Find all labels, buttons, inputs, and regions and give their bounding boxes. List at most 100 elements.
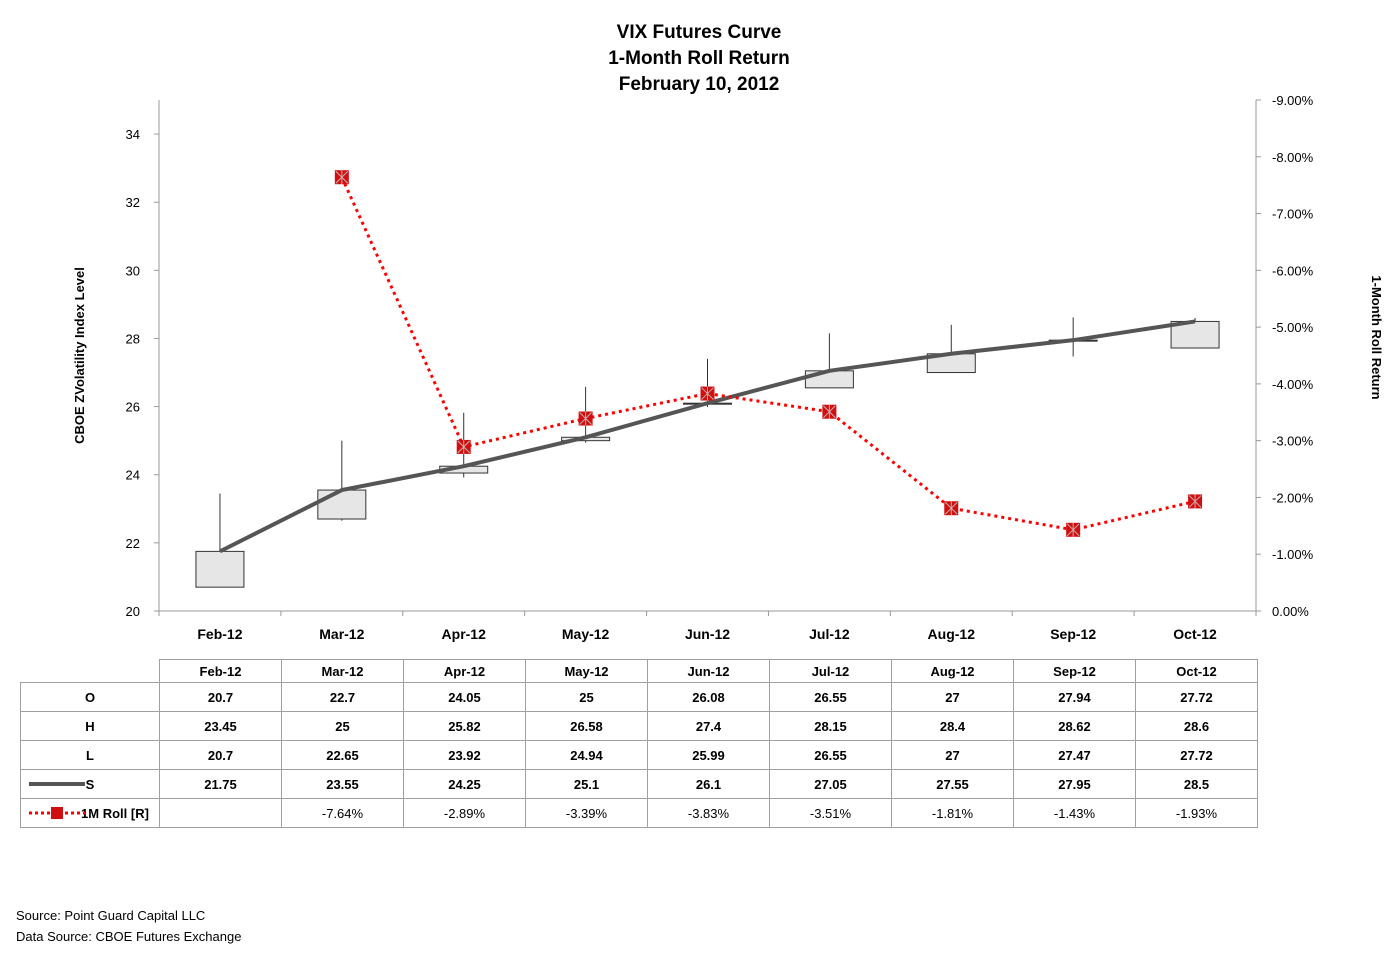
left-tick-label: 22: [126, 536, 140, 551]
table-header-cell: Apr-12: [403, 659, 526, 683]
x-tick-label: Feb-12: [197, 626, 242, 642]
table-cell: 26.55: [769, 682, 892, 712]
data-table: Feb-12 Mar-12 Apr-12 May-12 Jun-12 Jul-1…: [20, 659, 1258, 828]
x-tick-label: Mar-12: [319, 626, 364, 642]
table-header-cell: Jun-12: [647, 659, 770, 683]
table-cell: 27.47: [1013, 740, 1136, 770]
table-cell: 22.65: [281, 740, 404, 770]
table-cell: -1.81%: [891, 798, 1014, 828]
right-tick-label: -5.00%: [1272, 320, 1314, 335]
x-tick-label: Aug-12: [928, 626, 976, 642]
roll-marker-cross: [1066, 522, 1080, 537]
table-row: H 23.45 25 25.82 26.58 27.4 28.15 28.4 28.62 28.6: [20, 711, 1258, 741]
right-tick-label: 0.00%: [1272, 604, 1309, 619]
table-cell: 27: [891, 740, 1014, 770]
table-header-cell: Aug-12: [891, 659, 1014, 683]
right-tick-label: -8.00%: [1272, 150, 1314, 165]
roll-marker-cross: [335, 170, 349, 185]
table-cell: 28.4: [891, 711, 1014, 741]
table-cell: 25.1: [525, 769, 648, 799]
table-row: L 20.7 22.65 23.92 24.94 25.99 26.55 27 27.47 27.…: [20, 740, 1258, 770]
right-tick-label: -7.00%: [1272, 207, 1314, 222]
table-header-cell: Jul-12: [769, 659, 892, 683]
roll-marker-cross: [823, 404, 836, 419]
x-tick-label: Jun-12: [685, 626, 730, 642]
table-cell: 24.25: [403, 769, 526, 799]
table-header-cell: Mar-12: [281, 659, 404, 683]
row-label-text: L: [86, 747, 94, 763]
right-axis-label: 1-Month Roll Return: [1369, 275, 1384, 399]
table-cell: 26.08: [647, 682, 770, 712]
roll-series-line: [340, 176, 1196, 532]
table-cell: 26.55: [769, 740, 892, 770]
table-cell: -3.83%: [647, 798, 770, 828]
x-tick-label: May-12: [562, 626, 610, 642]
chart-title-line: VIX Futures Curve: [617, 22, 782, 43]
table-header-cell: Oct-12: [1135, 659, 1258, 683]
row-label-text: O: [84, 689, 96, 705]
right-tick-label: -6.00%: [1272, 263, 1314, 278]
chart-title-line: February 10, 2012: [619, 74, 780, 95]
table-cell: 26.1: [647, 769, 770, 799]
table-cell: -1.93%: [1135, 798, 1258, 828]
table-cell: -3.39%: [525, 798, 648, 828]
table-row: O 20.7 22.7 24.05 25 26.08 26.55 27 27.94 27.72: [20, 682, 1258, 712]
table-cell: 27.72: [1135, 740, 1258, 770]
table-cell: 21.75: [159, 769, 282, 799]
candle-body: [195, 550, 245, 588]
table-row: S 21.75 23.55 24.25 25.1 26.1 27.05 27.55 27.95 2…: [20, 769, 1258, 799]
table-cell: 27.05: [769, 769, 892, 799]
table-cell: 27.94: [1013, 682, 1136, 712]
table-cell: 27.55: [891, 769, 1014, 799]
table-cell: 28.6: [1135, 711, 1258, 741]
left-tick-label: 24: [126, 468, 140, 483]
x-tick-label: Oct-12: [1173, 626, 1217, 642]
table-cell: -7.64%: [281, 798, 404, 828]
roll-marker-cross: [579, 411, 592, 426]
vix-futures-chart: VIX Futures Curve 1-Month Roll Return Febr…: [72, 22, 1384, 642]
table-cell: 27.95: [1013, 769, 1136, 799]
left-tick-label: 28: [126, 331, 140, 346]
table-cell: 22.7: [281, 682, 404, 712]
data-source-note: Data Source: CBOE Futures Exchange: [16, 929, 242, 944]
table-cell: 25.99: [647, 740, 770, 770]
source-note: Source: Point Guard Capital LLC: [16, 908, 206, 923]
table-cell: -1.43%: [1013, 798, 1136, 828]
table-cell: 25.82: [403, 711, 526, 741]
row-label-text: H: [85, 718, 95, 734]
table-header-cell: May-12: [525, 659, 648, 683]
left-axis-label: CBOE ZVolatility Index Level: [72, 267, 87, 444]
table-cell: 28.5: [1135, 769, 1258, 799]
table-cell: 27.72: [1135, 682, 1258, 712]
candle-body: [317, 489, 367, 520]
x-tick-label: Apr-12: [442, 626, 487, 642]
table-header-row: Feb-12 Mar-12 Apr-12 May-12 Jun-12 Jul-1…: [21, 659, 1258, 683]
left-tick-label: 20: [126, 604, 140, 619]
table-header-cell: Feb-12: [159, 659, 282, 683]
row-label-text: S: [85, 776, 95, 792]
right-tick-label: -2.00%: [1272, 490, 1314, 505]
table-cell: 28.15: [769, 711, 892, 741]
table-row-label: O: [20, 682, 160, 712]
roll-marker-cross: [457, 439, 471, 454]
table-cell: 20.7: [159, 740, 282, 770]
chart-title-line: 1-Month Roll Return: [608, 48, 790, 69]
left-tick-label: 30: [126, 263, 140, 278]
settle-series-line: [219, 319, 1196, 554]
table-cell: 24.94: [525, 740, 648, 770]
table-cell: 25: [525, 682, 648, 712]
settle-legend-key: [29, 782, 85, 786]
table-row: 1M Roll [R] -7.64% -2.89% -3.39% -3.83% -3.51…: [20, 798, 1258, 828]
table-cell: 20.7: [159, 682, 282, 712]
table-row-label: S: [20, 769, 160, 799]
table-cell: [159, 798, 282, 828]
left-tick-label: 26: [126, 400, 140, 415]
table-row-label: 1M Roll [R]: [20, 798, 160, 828]
table-corner: [21, 660, 160, 683]
left-tick-label: 34: [126, 127, 140, 142]
roll-marker-cross: [701, 386, 714, 401]
table-row-label: H: [20, 711, 160, 741]
roll-marker-cross: [1188, 494, 1202, 509]
table-cell: 27: [891, 682, 1014, 712]
table-cell: 27.4: [647, 711, 770, 741]
